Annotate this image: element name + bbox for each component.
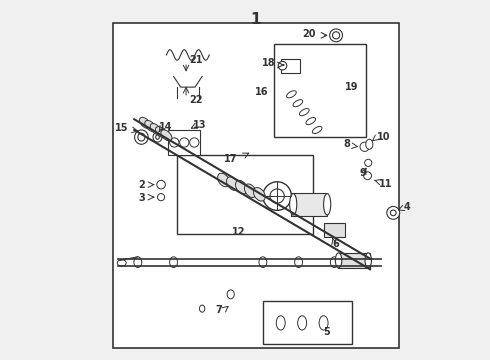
Ellipse shape [365, 253, 371, 268]
Text: 20: 20 [302, 28, 316, 39]
Ellipse shape [287, 91, 296, 98]
Ellipse shape [323, 194, 331, 215]
Bar [113, 23, 398, 348]
Bar [292, 193, 327, 216]
Ellipse shape [290, 194, 297, 215]
Bar [338, 253, 370, 267]
Circle shape [387, 206, 400, 219]
Ellipse shape [366, 139, 373, 149]
Ellipse shape [153, 132, 162, 142]
Text: 22: 22 [190, 95, 203, 105]
Ellipse shape [298, 316, 307, 330]
Ellipse shape [259, 257, 267, 267]
Ellipse shape [293, 100, 303, 107]
Ellipse shape [253, 188, 265, 201]
Ellipse shape [156, 135, 159, 139]
Text: 1: 1 [250, 12, 261, 27]
Bar [263, 301, 352, 344]
Ellipse shape [161, 130, 172, 141]
Circle shape [278, 62, 287, 70]
Ellipse shape [299, 109, 309, 116]
Circle shape [330, 29, 343, 42]
Ellipse shape [199, 305, 205, 312]
Text: 16: 16 [255, 87, 268, 98]
Text: 14: 14 [159, 122, 173, 132]
Circle shape [270, 189, 284, 203]
Text: 10: 10 [377, 132, 391, 142]
Ellipse shape [135, 130, 148, 144]
Bar [281, 59, 300, 73]
Ellipse shape [294, 257, 302, 267]
Circle shape [170, 138, 179, 147]
Ellipse shape [226, 177, 239, 190]
Bar [323, 223, 345, 237]
Text: 8: 8 [343, 139, 350, 149]
Text: 2: 2 [138, 180, 145, 190]
Circle shape [333, 32, 340, 39]
Ellipse shape [335, 253, 342, 268]
Circle shape [157, 180, 165, 189]
Circle shape [391, 210, 396, 216]
Ellipse shape [145, 121, 156, 131]
Text: 11: 11 [379, 179, 392, 189]
Text: 21: 21 [190, 55, 203, 65]
Ellipse shape [138, 133, 145, 141]
Text: 5: 5 [323, 327, 330, 337]
Ellipse shape [218, 173, 229, 187]
Text: 18: 18 [262, 58, 275, 68]
Bar [273, 44, 367, 137]
Circle shape [364, 172, 371, 180]
Ellipse shape [306, 117, 316, 125]
Text: 3: 3 [138, 193, 145, 203]
Circle shape [365, 159, 372, 166]
Ellipse shape [140, 117, 150, 129]
Bar [177, 155, 313, 234]
Ellipse shape [236, 180, 247, 194]
Ellipse shape [227, 290, 234, 299]
Ellipse shape [155, 127, 167, 138]
Circle shape [360, 142, 369, 152]
Text: 12: 12 [231, 227, 245, 237]
Circle shape [157, 194, 165, 201]
Circle shape [263, 182, 292, 210]
Ellipse shape [170, 257, 177, 267]
Text: 15: 15 [116, 123, 129, 133]
Text: 9: 9 [359, 168, 366, 178]
Ellipse shape [276, 316, 285, 330]
Circle shape [180, 138, 189, 147]
Text: 4: 4 [404, 202, 411, 212]
Text: 17: 17 [224, 154, 238, 163]
Text: 6: 6 [333, 239, 339, 249]
Ellipse shape [134, 257, 142, 267]
Text: 7: 7 [215, 305, 222, 315]
Ellipse shape [117, 260, 126, 266]
Text: 13: 13 [193, 120, 207, 130]
Ellipse shape [319, 316, 328, 330]
Ellipse shape [330, 257, 338, 267]
Text: 19: 19 [345, 82, 359, 92]
Ellipse shape [312, 126, 322, 134]
Bar [168, 130, 200, 155]
Ellipse shape [245, 184, 256, 198]
Ellipse shape [150, 123, 161, 135]
Circle shape [190, 138, 199, 147]
